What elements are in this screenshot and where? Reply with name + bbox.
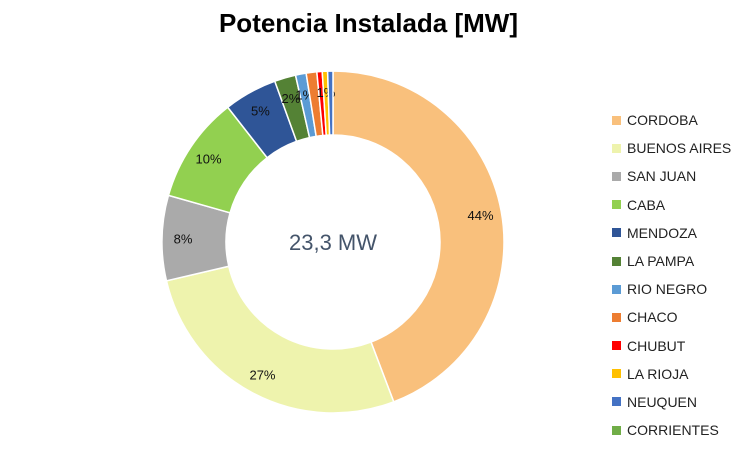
legend-label: CABA bbox=[627, 196, 666, 213]
legend-item-neuquen: NEUQUEN bbox=[612, 388, 731, 416]
legend-label: RIO NEGRO bbox=[627, 281, 708, 298]
legend-item-rio-negro: RIO NEGRO bbox=[612, 275, 731, 303]
data-label-cordoba: 44% bbox=[468, 208, 494, 223]
data-label-buenos-aires: 27% bbox=[249, 367, 275, 382]
legend-label: LA RIOJA bbox=[627, 365, 689, 382]
legend-item-mendoza: MENDOZA bbox=[612, 219, 731, 247]
legend-item-san-juan: SAN JUAN bbox=[612, 162, 731, 190]
legend-swatch bbox=[612, 312, 621, 322]
legend-swatch bbox=[612, 284, 621, 294]
legend-item-chaco: CHACO bbox=[612, 303, 731, 331]
legend-swatch bbox=[612, 171, 621, 181]
legend-item-la-rioja: LA RIOJA bbox=[612, 360, 731, 388]
legend-swatch bbox=[612, 341, 621, 351]
data-label-la-pampa: 2% bbox=[282, 91, 301, 106]
legend-label: MENDOZA bbox=[627, 224, 697, 241]
legend-item-buenos-aires: BUENOS AIRES bbox=[612, 134, 731, 162]
data-label-san-juan: 8% bbox=[174, 231, 193, 246]
legend-label: BUENOS AIRES bbox=[627, 140, 732, 157]
legend-item-chubut: CHUBUT bbox=[612, 332, 731, 360]
legend-item-caba: CABA bbox=[612, 191, 731, 219]
legend-label: CORDOBA bbox=[627, 112, 698, 129]
legend-item-cordoba: CORDOBA bbox=[612, 106, 731, 134]
legend-item-corrientes: CORRIENTES bbox=[612, 416, 731, 444]
legend-swatch bbox=[612, 425, 621, 435]
data-label-caba: 10% bbox=[196, 151, 222, 166]
legend-label: CHUBUT bbox=[627, 337, 686, 354]
slice-cordoba bbox=[332, 70, 505, 403]
legend-label: SAN JUAN bbox=[627, 168, 697, 185]
legend-swatch bbox=[612, 115, 621, 125]
legend-label: CHACO bbox=[627, 309, 678, 326]
legend-item-la-pampa: LA PAMPA bbox=[612, 247, 731, 275]
chart-legend: CORDOBA BUENOS AIRES SAN JUAN CABA MENDOZA LA… bbox=[612, 106, 731, 444]
legend-swatch bbox=[612, 200, 621, 210]
chart-title: Potencia Instalada [MW] bbox=[218, 8, 519, 38]
slice-buenos-aires bbox=[165, 265, 395, 414]
legend-label: NEUQUEN bbox=[627, 393, 698, 410]
legend-swatch bbox=[612, 228, 621, 238]
legend-swatch bbox=[612, 256, 621, 266]
center-total-label: 23,3 MW bbox=[289, 230, 377, 255]
legend-label: LA PAMPA bbox=[627, 253, 695, 270]
legend-label: CORRIENTES bbox=[627, 422, 719, 439]
slice-neuquen bbox=[326, 70, 334, 136]
legend-swatch bbox=[612, 369, 621, 379]
data-label-mendoza: 5% bbox=[251, 104, 270, 119]
legend-swatch bbox=[612, 397, 621, 407]
legend-swatch bbox=[612, 143, 621, 153]
